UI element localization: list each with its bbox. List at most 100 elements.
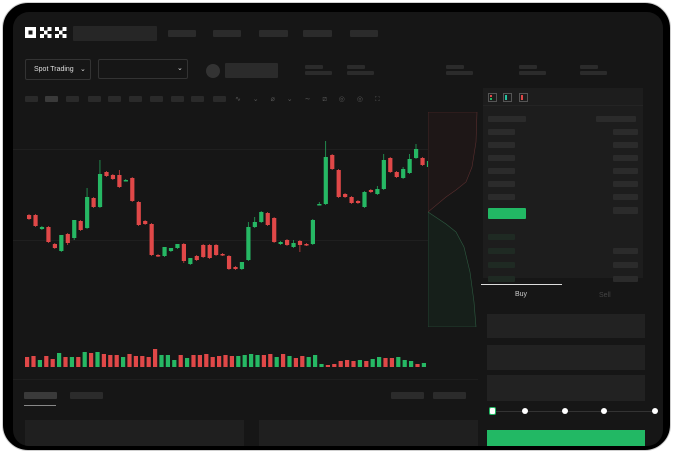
candle bbox=[252, 217, 257, 228]
slider-step[interactable] bbox=[522, 408, 528, 414]
timeframe-button[interactable] bbox=[191, 96, 204, 102]
timeframe-button[interactable] bbox=[66, 96, 79, 102]
timeframe-button[interactable] bbox=[150, 96, 163, 102]
stat-label bbox=[446, 65, 464, 69]
candle-body bbox=[414, 149, 419, 158]
volume-bar bbox=[229, 356, 234, 367]
candle bbox=[46, 226, 51, 243]
amount-slider[interactable] bbox=[489, 407, 659, 417]
candle bbox=[214, 244, 219, 256]
candle bbox=[291, 240, 296, 248]
tab-order-history[interactable] bbox=[70, 392, 103, 399]
nav-item[interactable] bbox=[350, 30, 378, 37]
volume-bar bbox=[25, 357, 30, 367]
orderbook-view-asks-icon[interactable] bbox=[519, 93, 528, 102]
tab-open-orders[interactable] bbox=[24, 392, 57, 399]
bottom-action[interactable] bbox=[433, 392, 466, 399]
candle-body bbox=[65, 234, 70, 243]
candle bbox=[130, 177, 135, 202]
total-input[interactable] bbox=[487, 375, 645, 401]
candle-body bbox=[214, 245, 219, 255]
search-bar[interactable] bbox=[73, 26, 157, 41]
volume-bar bbox=[178, 355, 183, 367]
nav-item[interactable] bbox=[303, 30, 332, 37]
candle bbox=[65, 233, 70, 245]
slider-handle[interactable] bbox=[489, 407, 496, 415]
candlestick-chart[interactable] bbox=[13, 112, 428, 382]
last-price bbox=[488, 208, 526, 219]
candle-body bbox=[175, 244, 180, 248]
timeframe-button[interactable] bbox=[25, 96, 38, 102]
candle-body bbox=[355, 201, 361, 203]
candle-body bbox=[110, 175, 116, 179]
candle bbox=[104, 171, 109, 177]
market-type-select[interactable]: Spot Trading ⌄ bbox=[25, 59, 91, 80]
buy-button[interactable] bbox=[487, 430, 645, 446]
indicator-icons[interactable]: ∿ ⌄ ⌀ ⌄ ∼ ⧄ ◎ ◎ ⛶ bbox=[235, 96, 385, 103]
candle-body bbox=[375, 189, 380, 194]
bottom-action[interactable] bbox=[391, 392, 424, 399]
ask-amount bbox=[613, 129, 638, 135]
nav-item[interactable] bbox=[213, 30, 241, 37]
candle-body bbox=[246, 227, 251, 260]
timeframe-button[interactable] bbox=[108, 96, 121, 102]
candle-body bbox=[156, 255, 161, 257]
volume-bar bbox=[172, 360, 177, 367]
slider-step[interactable] bbox=[601, 408, 607, 414]
candle-body bbox=[368, 190, 374, 192]
timeframe-button[interactable] bbox=[129, 96, 142, 102]
pair-select[interactable]: ⌄ bbox=[98, 59, 188, 79]
amount-input[interactable] bbox=[487, 345, 645, 370]
candle bbox=[52, 243, 57, 249]
candle bbox=[420, 157, 425, 166]
orderbook-view-bids-icon[interactable] bbox=[503, 93, 512, 102]
nav-item[interactable] bbox=[259, 30, 288, 37]
candle-body bbox=[123, 180, 128, 182]
volume-bar bbox=[63, 357, 68, 367]
volume-bar bbox=[133, 356, 138, 367]
ask-amount bbox=[613, 181, 638, 187]
candle bbox=[149, 223, 154, 256]
volume-bar bbox=[127, 354, 132, 367]
candle-body bbox=[304, 244, 309, 246]
price-input[interactable] bbox=[487, 314, 645, 338]
tab-buy[interactable]: Buy bbox=[515, 291, 528, 298]
volume-bar bbox=[197, 355, 202, 367]
trading-screen: Spot Trading ⌄ ⌄ ∿ ⌄ ⌀ ⌄ ∼ ⧄ ◎ ◎ ⛶ Buy S… bbox=[13, 12, 663, 446]
candle bbox=[239, 262, 245, 270]
slider-step[interactable] bbox=[562, 408, 568, 414]
candle-body bbox=[220, 254, 225, 256]
volume-bar bbox=[421, 363, 426, 367]
volume-bar bbox=[217, 356, 222, 367]
volume-bar bbox=[223, 355, 228, 367]
volume-bar bbox=[249, 354, 254, 367]
timeframe-button[interactable] bbox=[88, 96, 101, 102]
nav-item[interactable] bbox=[168, 30, 196, 37]
chart-gridline bbox=[13, 240, 428, 241]
bid-price bbox=[488, 234, 515, 240]
candle-body bbox=[272, 218, 277, 242]
candle bbox=[330, 154, 335, 170]
candle bbox=[414, 144, 419, 159]
slider-step[interactable] bbox=[652, 408, 658, 414]
tab-sell[interactable]: Sell bbox=[599, 292, 611, 299]
orderbook-view-both-icon[interactable] bbox=[488, 93, 497, 102]
stat-label bbox=[519, 65, 537, 69]
volume-bar bbox=[185, 358, 190, 367]
ask-price bbox=[488, 142, 515, 148]
candle-body bbox=[407, 159, 412, 173]
timeframe-button[interactable] bbox=[45, 96, 58, 102]
volume-bar bbox=[338, 361, 343, 367]
slider-track bbox=[491, 411, 657, 412]
timeframe-button[interactable] bbox=[213, 96, 226, 102]
volume-bar bbox=[153, 349, 158, 367]
okx-logo[interactable] bbox=[25, 27, 67, 38]
timeframe-button[interactable] bbox=[171, 96, 184, 102]
candle-body bbox=[33, 215, 38, 226]
candle bbox=[226, 255, 232, 270]
bid-amount bbox=[613, 248, 638, 254]
candle-body bbox=[52, 244, 57, 248]
volume-bar bbox=[95, 352, 100, 367]
volume-bar bbox=[325, 365, 330, 367]
volume-bar bbox=[210, 357, 215, 367]
